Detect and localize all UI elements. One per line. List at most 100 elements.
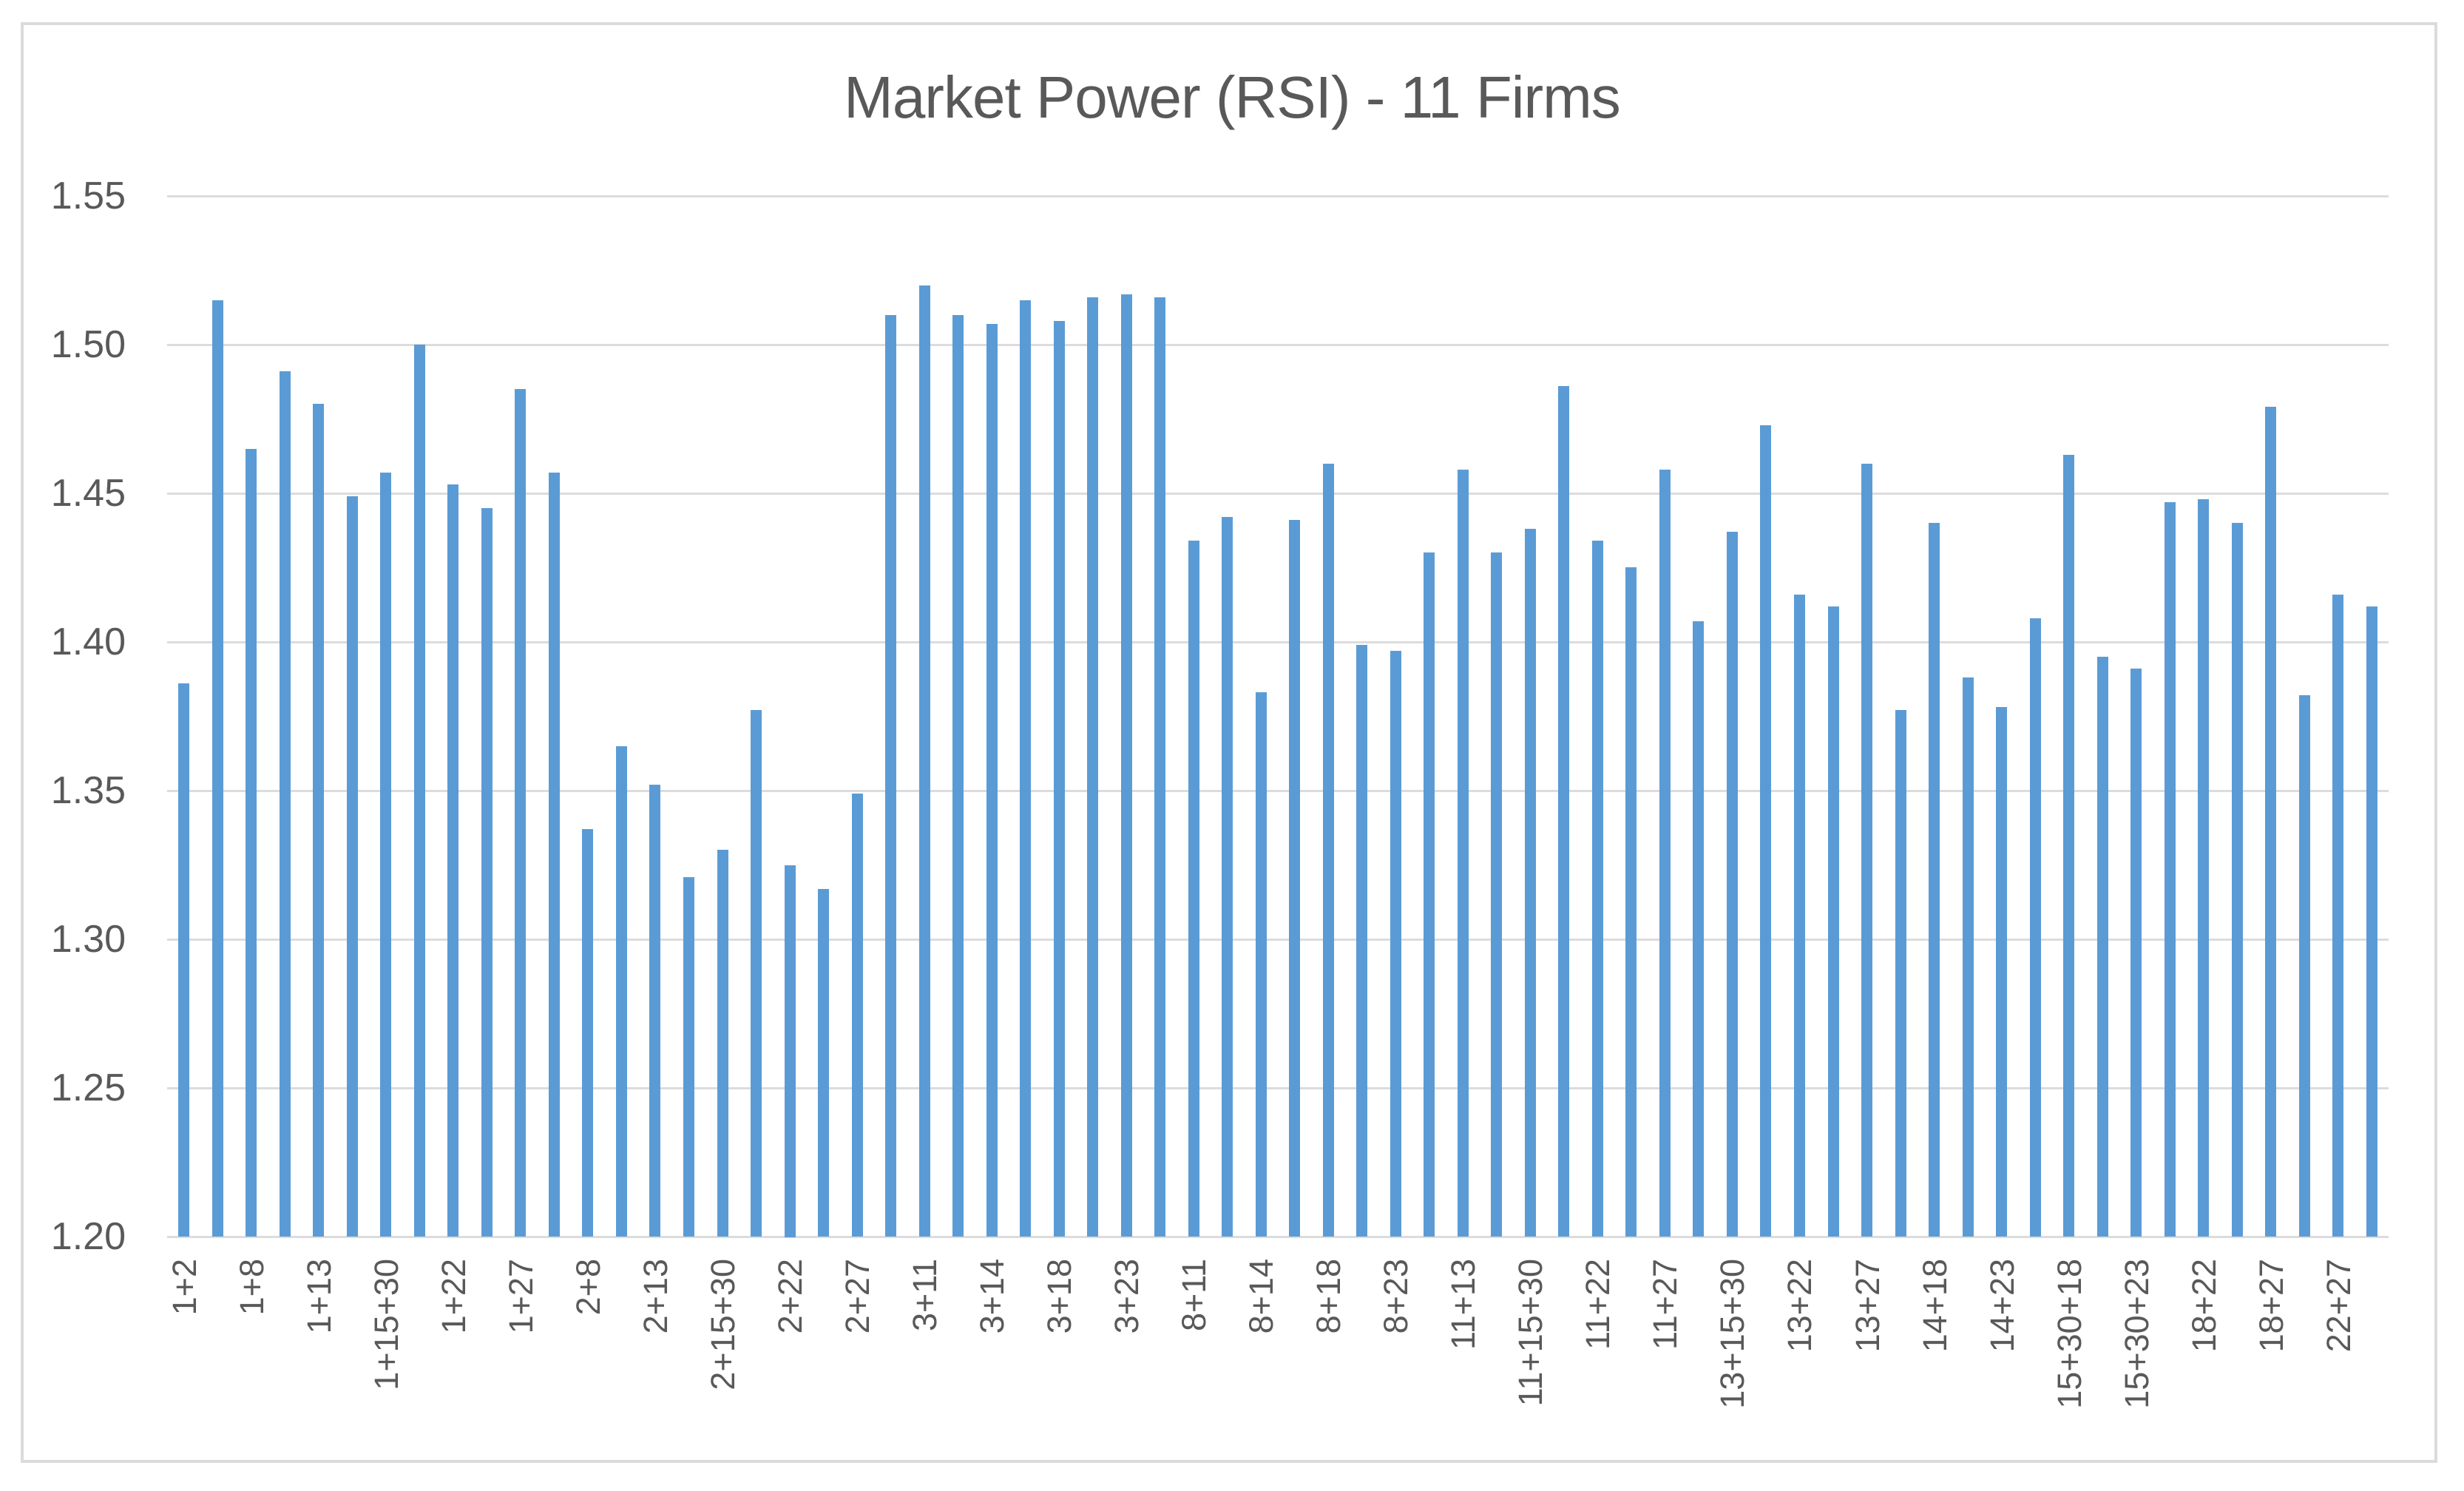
bar — [1020, 300, 1031, 1237]
bar — [2063, 455, 2074, 1237]
x-tick-label: 15+30+23 — [2118, 1259, 2156, 1409]
bar — [212, 300, 223, 1237]
x-tick-label: 2+8 — [569, 1259, 607, 1316]
x-tick-label: 1+8 — [233, 1259, 271, 1316]
bar — [1625, 567, 1637, 1237]
bar — [1356, 645, 1367, 1237]
bar — [447, 484, 458, 1237]
bar — [2366, 606, 2377, 1237]
gridline — [167, 493, 2389, 495]
bar — [1659, 470, 1671, 1237]
bar — [2030, 618, 2041, 1237]
y-tick-label: 1.50 — [50, 323, 126, 366]
x-tick-label: 1+22 — [435, 1259, 473, 1334]
bar — [1087, 297, 1098, 1237]
gridline — [167, 344, 2389, 346]
x-tick-label: 8+14 — [1242, 1259, 1280, 1334]
x-tick-label: 14+18 — [1916, 1259, 1954, 1353]
bar — [683, 877, 694, 1237]
bar — [1996, 707, 2007, 1237]
x-tick-label: 2+27 — [839, 1259, 876, 1334]
bar — [885, 315, 896, 1237]
x-tick-label: 3+23 — [1108, 1259, 1145, 1334]
bar — [1828, 606, 1839, 1237]
bar — [649, 785, 660, 1237]
bar — [616, 746, 627, 1237]
bar — [582, 829, 593, 1237]
y-tick-label: 1.35 — [50, 769, 126, 812]
bar — [1963, 677, 1974, 1237]
y-tick-label: 1.45 — [50, 472, 126, 515]
x-tick-label: 11+22 — [1579, 1259, 1617, 1350]
bar — [952, 315, 964, 1237]
gridline — [167, 790, 2389, 792]
bar — [785, 865, 796, 1237]
bar — [1222, 517, 1233, 1237]
bar — [280, 371, 291, 1237]
bar — [2130, 669, 2142, 1237]
x-tick-label: 18+27 — [2253, 1259, 2290, 1353]
gridline — [167, 195, 2389, 197]
x-tick-label: 11+27 — [1646, 1259, 1684, 1350]
bar — [549, 473, 560, 1237]
bar — [414, 345, 425, 1237]
bar — [2332, 595, 2343, 1237]
bar — [1861, 464, 1872, 1237]
bar — [1054, 321, 1065, 1237]
bar — [1525, 529, 1536, 1237]
bar — [1121, 294, 1132, 1237]
x-tick-label: 11+15+30 — [1512, 1259, 1549, 1407]
bar — [313, 404, 324, 1237]
bar — [347, 496, 358, 1237]
bar — [380, 473, 391, 1237]
x-tick-label: 3+18 — [1040, 1259, 1078, 1334]
x-tick-label: 2+15+30 — [704, 1259, 742, 1390]
y-tick-label: 1.55 — [50, 175, 126, 217]
bar — [1760, 425, 1771, 1237]
y-tick-label: 1.30 — [50, 918, 126, 961]
gridline — [167, 1087, 2389, 1089]
bar — [178, 683, 189, 1237]
x-tick-label: 22+27 — [2320, 1259, 2358, 1353]
x-tick-label: 11+13 — [1444, 1259, 1482, 1350]
bar — [2265, 407, 2276, 1237]
bar — [1592, 541, 1603, 1237]
bar — [246, 449, 257, 1237]
bar — [717, 850, 728, 1237]
y-tick-label: 1.40 — [50, 621, 126, 663]
x-tick-label: 18+22 — [2185, 1259, 2223, 1353]
bar — [751, 710, 762, 1237]
bar — [1929, 523, 1940, 1237]
y-tick-label: 1.20 — [50, 1215, 126, 1258]
bar — [2299, 695, 2310, 1237]
x-tick-label: 13+22 — [1781, 1259, 1818, 1353]
gridline — [167, 939, 2389, 941]
x-tick-label: 1+15+30 — [368, 1259, 405, 1390]
bar — [2198, 499, 2209, 1237]
bar — [1390, 651, 1401, 1237]
x-tick-label: 8+18 — [1310, 1259, 1347, 1334]
x-tick-label: 1+13 — [300, 1259, 338, 1334]
bar — [1794, 595, 1805, 1237]
chart-border — [21, 22, 2437, 1463]
x-tick-label: 1+2 — [166, 1259, 203, 1316]
x-tick-label: 8+11 — [1175, 1259, 1213, 1332]
bar — [2097, 657, 2108, 1237]
x-tick-label: 3+14 — [973, 1259, 1011, 1334]
y-tick-label: 1.25 — [50, 1066, 126, 1109]
bar — [1895, 710, 1906, 1237]
bar — [1693, 621, 1704, 1237]
x-tick-label: 15+30+18 — [2051, 1259, 2088, 1409]
x-tick-label: 13+15+30 — [1713, 1259, 1751, 1409]
bar — [818, 889, 829, 1237]
bar — [1458, 470, 1469, 1237]
bar — [1491, 552, 1502, 1237]
gridline — [167, 641, 2389, 643]
x-tick-label: 2+13 — [637, 1259, 674, 1334]
bar — [2165, 502, 2176, 1237]
bar — [1154, 297, 1165, 1237]
bar — [515, 389, 526, 1237]
x-tick-label: 13+27 — [1849, 1259, 1886, 1353]
gridline — [167, 1236, 2389, 1238]
x-tick-label: 3+11 — [906, 1259, 944, 1332]
